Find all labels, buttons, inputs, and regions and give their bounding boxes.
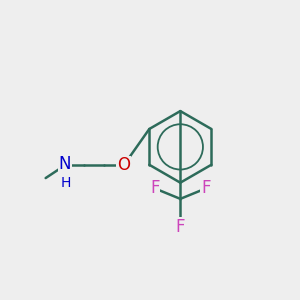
Text: F: F [201, 179, 211, 197]
Text: F: F [150, 179, 160, 197]
Text: F: F [176, 218, 185, 236]
Text: H: H [61, 176, 71, 190]
Text: N: N [58, 155, 71, 173]
Text: O: O [117, 156, 130, 174]
